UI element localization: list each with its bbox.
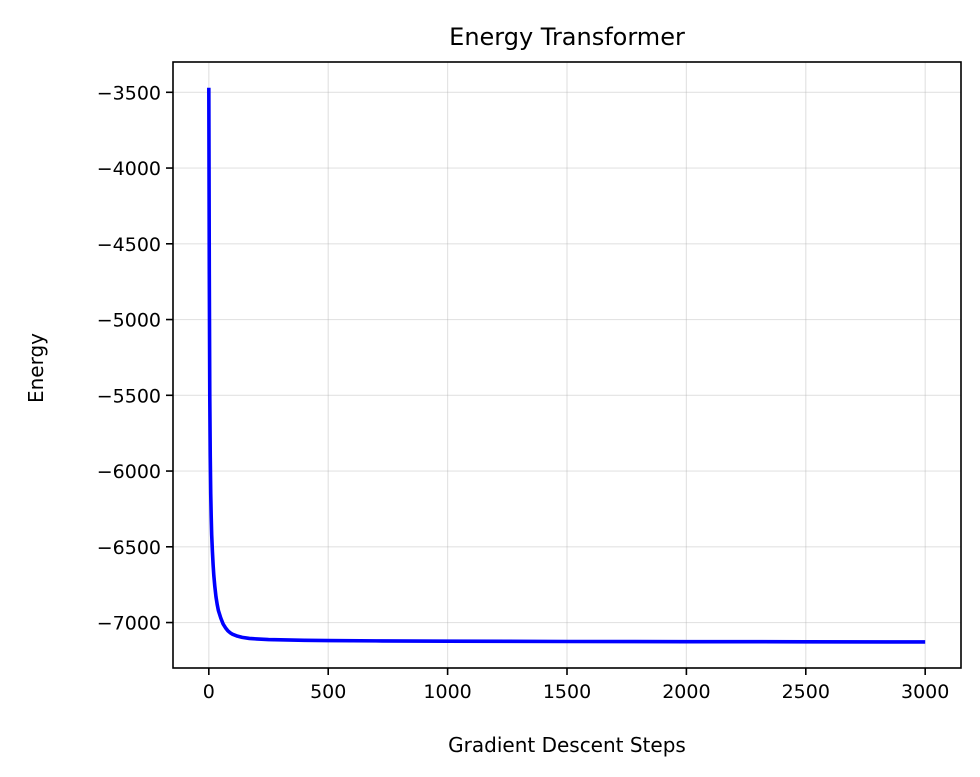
series-layer bbox=[207, 87, 926, 644]
y-tick-label: −6500 bbox=[97, 537, 161, 559]
x-tick-label: 1500 bbox=[543, 681, 591, 703]
grid bbox=[173, 62, 961, 668]
x-tick-label: 0 bbox=[203, 681, 215, 703]
y-tick-label: −5500 bbox=[97, 385, 161, 407]
energy-line bbox=[207, 87, 926, 644]
y-axis: −3500 −4000 −4500 −5000 −5500 −6000 −6500 −7000 bbox=[97, 82, 173, 635]
y-tick-label: −7000 bbox=[97, 613, 161, 635]
y-tick-label: −4000 bbox=[97, 158, 161, 180]
y-tick-label: −6000 bbox=[97, 461, 161, 483]
x-tick-label: 500 bbox=[310, 681, 346, 703]
x-tick-label: 3000 bbox=[901, 681, 949, 703]
x-axis: 0 500 1000 1500 2000 2500 3000 bbox=[203, 668, 949, 703]
y-tick-label: −3500 bbox=[97, 82, 161, 104]
y-tick-label: −5000 bbox=[97, 310, 161, 332]
chart-title: Energy Transformer bbox=[449, 23, 685, 51]
x-tick-label: 2000 bbox=[662, 681, 710, 703]
x-axis-label: Gradient Descent Steps bbox=[448, 733, 686, 757]
x-tick-label: 1000 bbox=[423, 681, 471, 703]
y-axis-label: Energy bbox=[24, 333, 48, 403]
x-tick-label: 2500 bbox=[782, 681, 830, 703]
y-tick-label: −4500 bbox=[97, 234, 161, 256]
